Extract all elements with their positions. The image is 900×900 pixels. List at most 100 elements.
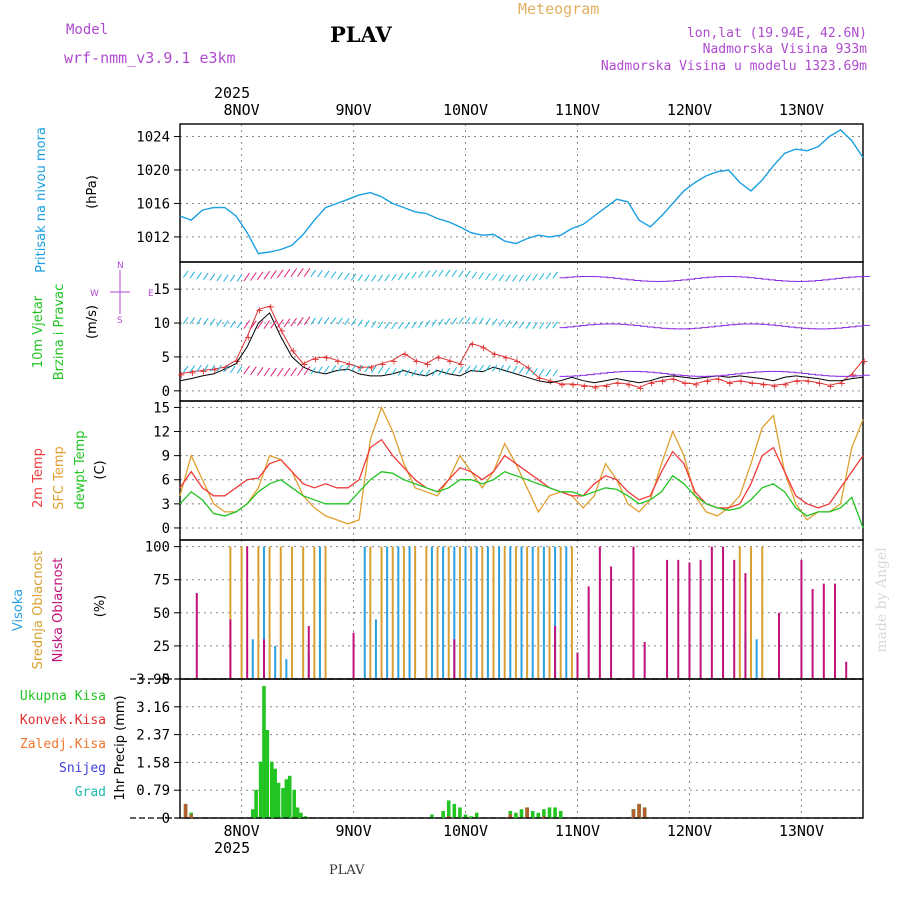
wind-arrow: [471, 365, 478, 373]
wind-arrow: [545, 369, 552, 377]
top-day-label: 13NOV: [779, 101, 824, 119]
conv-precip-bar: [631, 809, 636, 818]
dewpt-line: [179, 470, 864, 529]
gust-marker: +: [479, 343, 487, 354]
wind-arrow: [451, 317, 458, 325]
precip-bar: [284, 779, 289, 818]
precip-legend-item: Ukupna Kisa: [20, 689, 106, 704]
wind-arrow: [189, 365, 196, 373]
wind-arrow: [364, 274, 370, 282]
gust-marker: +: [278, 326, 286, 337]
wind-arrow: [182, 365, 189, 373]
wind-arrow: [256, 367, 264, 376]
wind-arrow: [498, 319, 505, 327]
sfc-temp-line: [179, 405, 864, 525]
wind-arrow: [263, 270, 271, 280]
precip-bar: [542, 809, 546, 818]
wind-arrow: [552, 369, 558, 377]
wind-arrow: [216, 319, 222, 327]
wind-arrow: [337, 317, 343, 325]
wind-arrow: [344, 364, 350, 372]
precip-bar: [430, 814, 434, 818]
compass-west: W: [90, 289, 99, 299]
gust-marker: +: [782, 380, 790, 391]
wind-arrow: [424, 320, 431, 328]
wind-arrow: [270, 367, 277, 377]
wind-arrow: [236, 321, 243, 329]
conv-precip-bar: [508, 814, 513, 818]
low-cloud-title: Niska Oblacnost: [51, 558, 66, 663]
wind-arrow: [438, 318, 444, 326]
wind-arrow: [404, 272, 411, 280]
gust-marker: +: [714, 375, 722, 386]
temp-panel: 0 3 6 9 12 15: [153, 400, 864, 541]
wind-arrow: [283, 268, 291, 278]
wind-arrow: [525, 321, 531, 329]
wind-arrow: [518, 366, 525, 374]
precip-tick-label: 2.37: [136, 728, 170, 744]
wind-arrow: [458, 270, 464, 278]
wind-arrow: [324, 365, 330, 373]
wind-arrow: [216, 364, 222, 372]
gust-marker: +: [502, 353, 510, 364]
wind-arrow: [364, 320, 370, 328]
temp2m-title: 2m Temp: [31, 448, 46, 508]
wind-arrow: [357, 364, 364, 372]
gust-marker: +: [267, 302, 275, 313]
precip-tick-label: 3.95: [136, 672, 170, 688]
wind-arrow: [350, 318, 357, 326]
precip-bar: [258, 761, 263, 818]
wind-arrow: [539, 322, 545, 330]
high-cloud-title: Visoka: [11, 589, 26, 631]
wind-arrow: [532, 322, 538, 330]
precip-bar: [530, 810, 535, 818]
temp-unit: (C): [93, 460, 108, 479]
wind-arrow: [444, 318, 451, 326]
gust-marker: +: [692, 380, 700, 391]
precip-panel: 0 0.79 1.58 2.37 3.16 3.95: [136, 672, 864, 827]
precip-unit: 1hr Precip (mm): [113, 695, 128, 800]
gust-marker: +: [323, 353, 331, 364]
gust-marker: +: [524, 363, 532, 374]
wind-arrow: [377, 321, 384, 329]
precip-tick-label: 0: [162, 811, 170, 827]
precip-bar: [519, 809, 524, 818]
precip-bar: [441, 810, 445, 818]
wind-arrow: [485, 364, 491, 372]
gust-marker: +: [759, 380, 767, 391]
gust-marker: +: [513, 356, 521, 367]
wind-arrow: [377, 366, 384, 374]
precip-legend-item: Grad: [75, 785, 106, 800]
wind-arrow: [330, 317, 337, 325]
wind-arrow: [277, 319, 284, 328]
pressure-panel-labels: Pritisak na nivou mora (hPa): [34, 127, 100, 273]
precip-bar: [276, 782, 281, 818]
gust-marker: +: [658, 377, 666, 388]
temp-frame: [179, 400, 864, 541]
wind-arrow: [297, 366, 304, 376]
gust-marker: +: [401, 350, 409, 361]
top-year-label: 2025: [214, 84, 250, 102]
precip-bar: [469, 816, 473, 818]
wind-arrow: [236, 274, 243, 282]
gust-marker: +: [670, 375, 678, 386]
wind-arrow: [223, 365, 229, 373]
wind-arrow: [344, 272, 350, 281]
bottom-day-label: 9NOV: [335, 822, 371, 840]
wind-arrow: [465, 270, 471, 278]
gust-marker: +: [199, 366, 207, 377]
precip-bar: [262, 686, 266, 818]
conv-precip-bar: [446, 816, 451, 818]
gust-marker: +: [446, 356, 454, 367]
wind-arrow: [317, 317, 323, 325]
gust-marker: +: [244, 333, 252, 344]
wind-arrow: [478, 364, 484, 372]
temp-tick-label: 0: [162, 521, 170, 537]
precip-bar: [547, 807, 552, 818]
precip-legend-item: Konvek.Kisa: [20, 713, 106, 728]
wind-arrow: [290, 367, 297, 377]
bottom-year-label: 2025: [214, 839, 250, 857]
precip-tick-label: 0.79: [136, 783, 170, 799]
precip-bar: [250, 809, 255, 818]
wind-arrow: [471, 317, 478, 325]
